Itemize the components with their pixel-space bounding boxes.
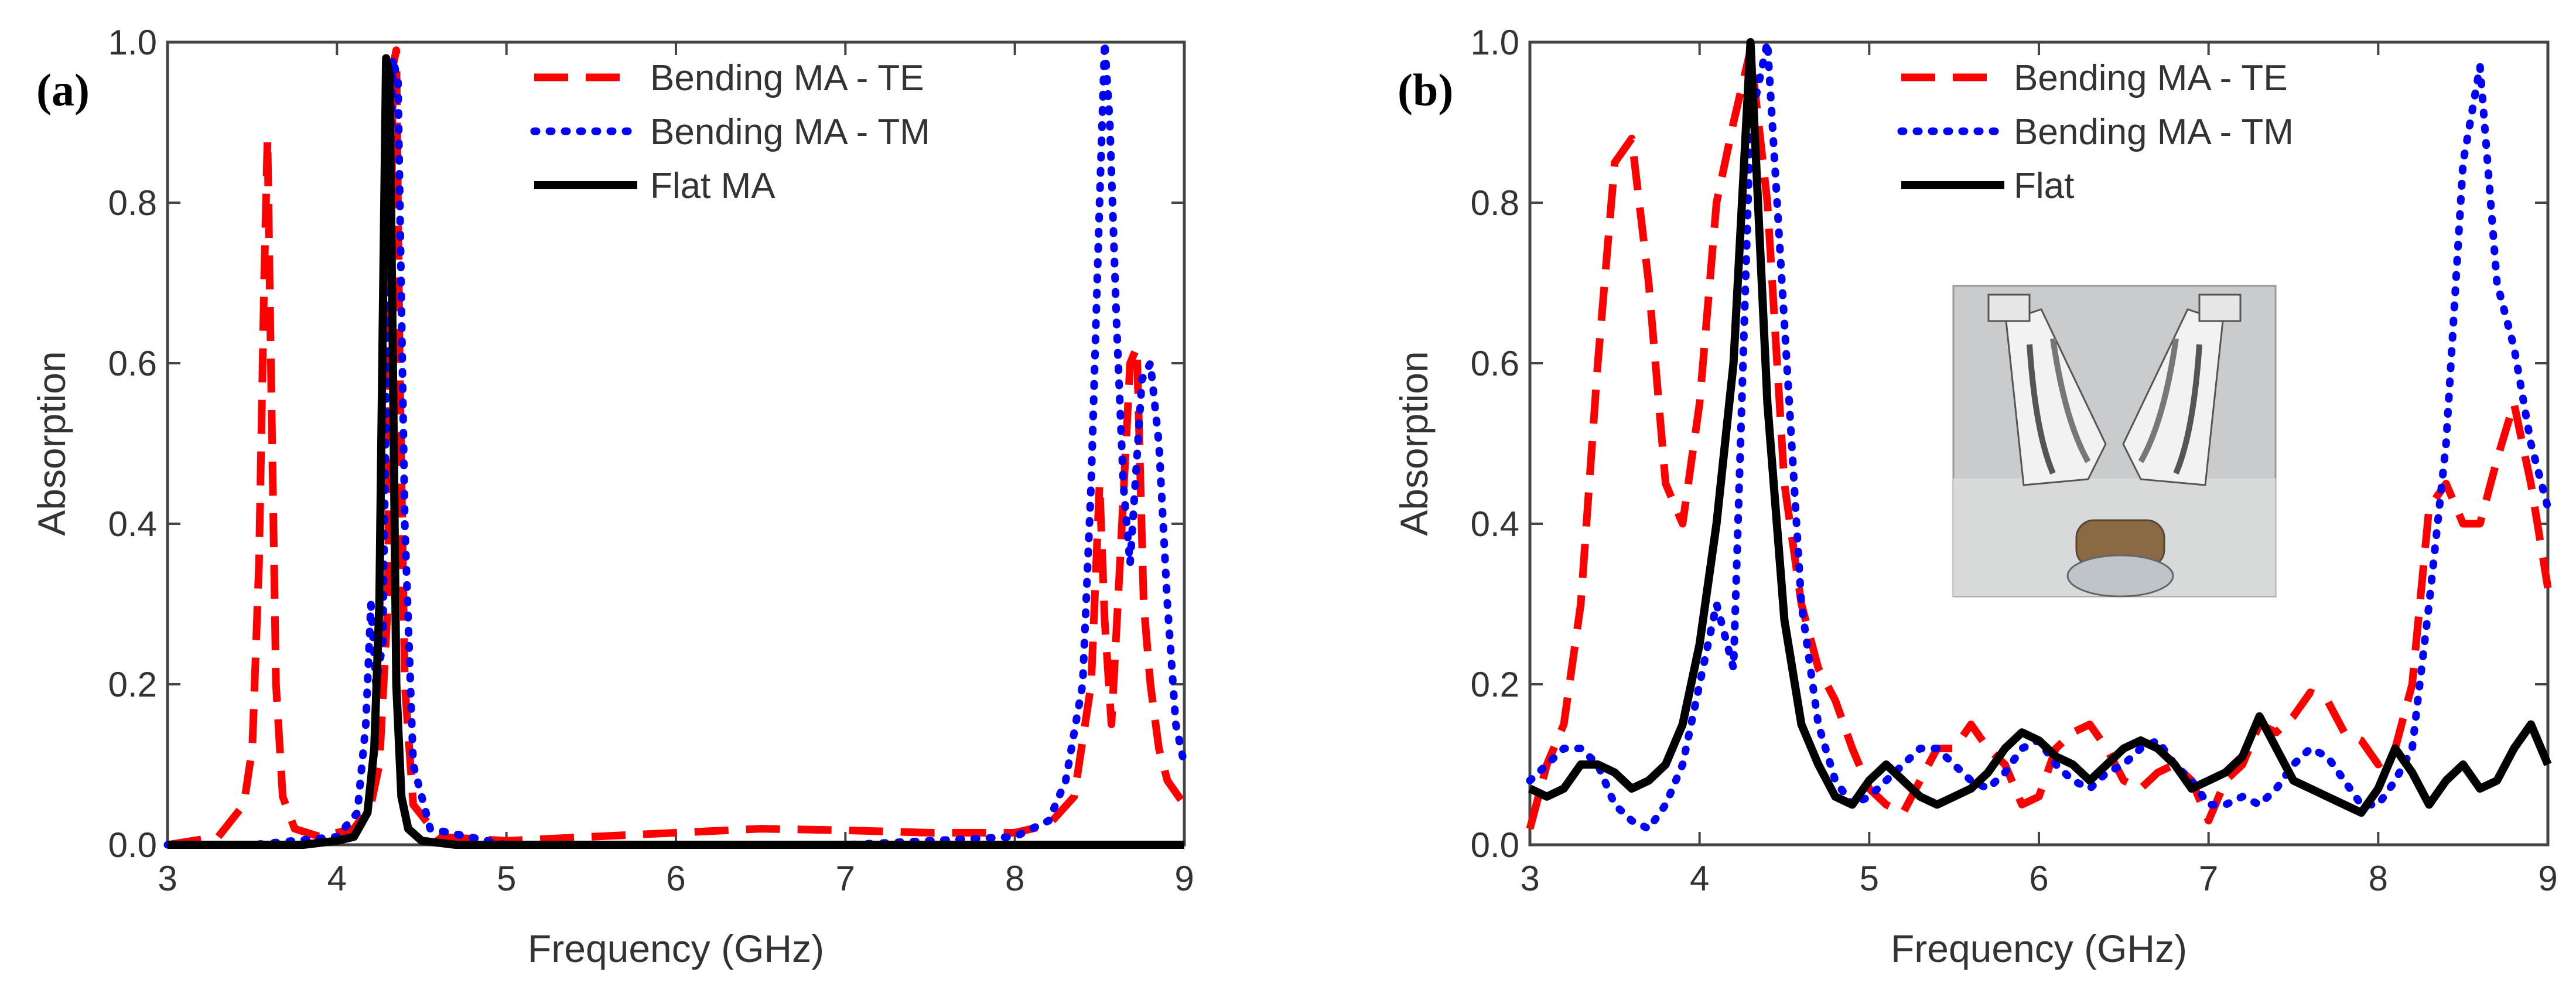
x-tick-label: 6 — [666, 859, 685, 898]
y-tick-label: 0.4 — [1471, 504, 1519, 544]
x-tick-label: 5 — [1860, 859, 1879, 898]
inset-right-clamp — [2198, 294, 2242, 322]
series-line-2 — [1528, 38, 2552, 817]
x-tick-label: 3 — [158, 859, 177, 898]
legend-label: Bending MA - TE — [2014, 58, 2288, 98]
x-tick-label: 4 — [327, 859, 347, 898]
series-line-2 — [168, 54, 1184, 849]
y-tick-label: 1.0 — [108, 23, 157, 62]
y-tick-label: 0.0 — [1471, 825, 1519, 865]
x-tick-label: 3 — [1520, 859, 1539, 898]
y-axis-title: Absorption — [1392, 351, 1436, 536]
x-tick-label: 5 — [497, 859, 516, 898]
x-tick-label: 9 — [1174, 859, 1194, 898]
inset-photo — [1952, 285, 2277, 598]
y-tick-label: 0.6 — [1471, 344, 1519, 383]
legend-label: Bending MA - TE — [650, 58, 924, 98]
x-tick-label: 6 — [2029, 859, 2048, 898]
inset-right-sheet — [2173, 344, 2202, 475]
y-tick-label: 0.0 — [108, 825, 157, 865]
inset-left-clamp — [1987, 294, 2031, 322]
legend-label: Flat — [2014, 166, 2074, 206]
x-axis-title: Frequency (GHz) — [528, 927, 824, 970]
plot-frame — [166, 40, 1186, 847]
series-line-0 — [1526, 46, 2552, 830]
inset-left-sheet — [2027, 344, 2056, 475]
x-tick-label: 9 — [2538, 859, 2557, 898]
legend: Bending MA - TE Bending MA - TM Flat — [1897, 58, 2294, 206]
series-group — [163, 38, 1188, 849]
x-tick-label: 7 — [2199, 859, 2218, 898]
x-tick-label: 8 — [2369, 859, 2388, 898]
y-tick-label: 0.8 — [1471, 183, 1519, 223]
inset-left-sheet-2 — [2050, 338, 2091, 463]
y-axis-title: Absorption — [30, 351, 73, 536]
panel-label: (b) — [1398, 64, 1453, 115]
y-tick-label: 0.8 — [108, 183, 157, 223]
panel-label: (a) — [36, 64, 90, 115]
y-tick-label: 1.0 — [1471, 23, 1519, 62]
y-tick-label: 0.6 — [108, 344, 157, 383]
y-tick-label: 0.4 — [108, 504, 157, 544]
y-tick-label: 0.2 — [1471, 665, 1519, 704]
inset-right-sheet-2 — [2138, 338, 2179, 463]
panel-b: 0.0 0.2 0.4 0.6 0.8 1.0 3 4 5 6 7 8 9 Frequency (GHz)… — [1392, 23, 2558, 970]
legend-label: Bending MA - TM — [2014, 112, 2294, 152]
legend: Bending MA - TE Bending MA - TM Flat MA — [530, 58, 930, 206]
x-tick-label: 8 — [1005, 859, 1024, 898]
legend-label: Flat MA — [650, 166, 775, 206]
series-line-0 — [166, 46, 1188, 849]
y-tick-label: 0.2 — [108, 665, 157, 704]
x-tick-label: 4 — [1690, 859, 1709, 898]
series-group — [1526, 38, 2552, 833]
legend-label: Bending MA - TM — [650, 112, 930, 152]
x-axis-title: Frequency (GHz) — [1891, 927, 2187, 970]
x-tick-label: 7 — [836, 859, 855, 898]
panel-a: 0.0 0.2 0.4 0.6 0.8 1.0 3 4 5 6 7 8 9 Frequency (GHz)… — [30, 23, 1194, 970]
inset-antenna-aperture — [2066, 554, 2174, 598]
series-line-1 — [163, 38, 1188, 849]
